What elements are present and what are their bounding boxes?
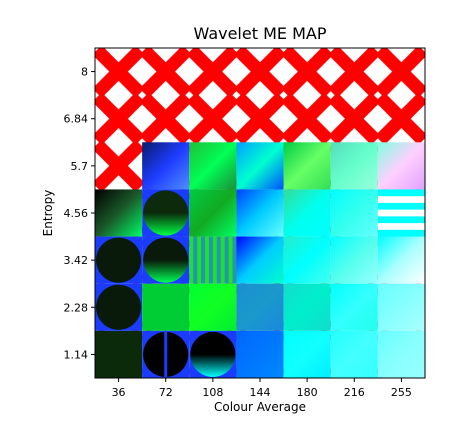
heatmap-cell [142,142,190,190]
heatmap-cell [236,330,284,378]
y-tick-label: 6.84 [64,113,89,126]
heatmap-cell [236,283,284,331]
heatmap-cell [283,330,331,378]
x-axis: 36 72 108 144 180 216 255 [112,378,412,399]
x-tick-label: 72 [159,386,173,399]
x-tick-label: 180 [297,386,318,399]
chart-title: Wavelet ME MAP [194,24,327,43]
y-tick-label: 5.7 [71,160,89,173]
heatmap-cell [189,330,237,378]
plot-area [94,47,426,379]
heatmap-cell [283,236,331,284]
y-tick-label: 1.14 [64,348,89,361]
heatmap-cell [330,236,378,284]
heatmap-cell [95,236,143,284]
y-tick-label: 8 [81,66,88,79]
heatmap-cell [283,142,331,190]
x-tick-label: 255 [391,386,412,399]
y-tick-label: 3.42 [64,254,89,267]
y-tick-label: 4.56 [64,207,89,220]
x-tick-label: 216 [344,386,365,399]
heatmap-cell [189,189,237,237]
heatmap-cell [142,189,190,237]
heatmap-cell [95,283,143,331]
heatmap-cell [330,142,378,190]
heatmap-cell [142,330,190,378]
heatmap-cell [283,283,331,331]
heatmap-cell [330,283,378,331]
x-axis-label: Colour Average [214,400,306,414]
heatmap-cell [377,330,425,378]
heatmap-cell [189,236,237,284]
heatmap-cell [189,283,237,331]
heatmap-cell [236,189,284,237]
x-tick-label: 108 [202,386,223,399]
heatmap-cell [236,236,284,284]
heatmap-cell [95,330,143,378]
y-axis-label: Entropy [41,190,55,237]
heatmap-cell [330,189,378,237]
x-tick-label: 36 [112,386,126,399]
heatmap-cell [283,189,331,237]
x-tick-label: 144 [250,386,271,399]
heatmap-cell [377,283,425,331]
heatmap-cell [142,283,190,331]
heatmap-cell [377,189,425,238]
heatmap-cell [142,236,190,284]
heatmap-cell [95,189,143,237]
heatmap-cell [377,236,425,284]
y-axis: 8 6.84 5.7 4.56 3.42 2.28 1.14 [64,66,95,361]
heatmap-cell [377,142,425,190]
y-tick-label: 2.28 [64,301,89,314]
heatmap-cell [236,142,284,190]
heatmap-cell [330,330,378,378]
heatmap-cell [189,142,237,190]
